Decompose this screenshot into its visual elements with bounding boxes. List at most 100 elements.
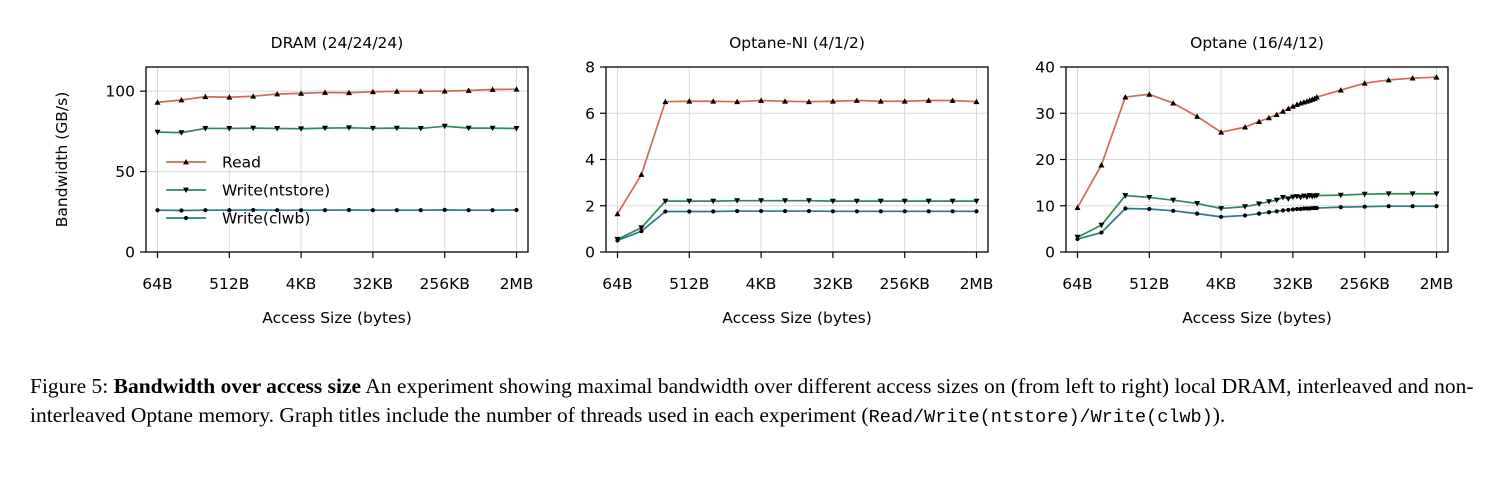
data-point xyxy=(662,198,669,205)
data-point xyxy=(1285,105,1292,112)
data-point xyxy=(973,198,980,205)
data-point xyxy=(1279,195,1286,201)
data-point xyxy=(369,125,376,132)
data-point xyxy=(1385,76,1392,83)
data-point xyxy=(1297,195,1304,201)
data-point xyxy=(1170,197,1177,204)
data-point xyxy=(203,208,208,213)
data-point xyxy=(1314,205,1319,211)
x-tick-label: 2MB xyxy=(1420,275,1454,293)
data-point xyxy=(513,126,520,132)
data-point xyxy=(227,208,232,213)
x-tick-label: 4KB xyxy=(746,275,777,293)
data-point xyxy=(1147,206,1152,212)
data-point xyxy=(274,91,281,97)
data-point xyxy=(1289,194,1296,200)
data-point xyxy=(686,198,693,205)
data-point xyxy=(1273,111,1280,118)
series-line xyxy=(1077,192,1437,238)
data-point xyxy=(1170,100,1177,106)
figure-caption: Figure 5: Bandwidth over access size An … xyxy=(30,372,1478,432)
legend-marker xyxy=(183,159,189,165)
series-read xyxy=(614,97,980,217)
x-tick-label: 32KB xyxy=(1273,275,1314,293)
data-point xyxy=(1266,210,1272,215)
series-line xyxy=(157,88,517,104)
data-point xyxy=(877,198,884,205)
data-point xyxy=(418,208,423,213)
data-point xyxy=(1298,206,1303,212)
data-point xyxy=(854,209,859,214)
data-point xyxy=(417,126,424,132)
data-point xyxy=(1279,108,1286,114)
caption-code: Read/Write(ntstore)/Write(clwb) xyxy=(868,407,1213,428)
data-point xyxy=(489,86,496,92)
data-point xyxy=(638,171,645,177)
data-point xyxy=(489,125,496,132)
data-point xyxy=(830,209,836,214)
data-point xyxy=(1338,205,1343,210)
legend: Read Write(ntstore) Write(clwb) xyxy=(166,154,330,228)
chart-panel-2: 64B 512B 4KB 32KB 256KB 2MB 0 2 4 6 8 Optane-NI (4/… xyxy=(585,34,993,327)
data-point xyxy=(179,208,184,213)
data-point xyxy=(345,89,352,96)
data-point xyxy=(950,209,955,214)
series-read xyxy=(154,86,520,105)
data-point xyxy=(925,198,932,205)
data-point xyxy=(1433,191,1440,197)
data-point xyxy=(853,97,860,103)
data-point xyxy=(639,229,644,234)
data-point xyxy=(322,89,329,95)
data-point xyxy=(614,210,621,217)
series-line xyxy=(617,199,977,241)
data-point xyxy=(687,209,692,214)
data-point xyxy=(1361,80,1368,86)
y-tick-label: 4 xyxy=(585,151,595,169)
data-point xyxy=(974,209,979,214)
data-point xyxy=(1273,197,1280,204)
caption-end: ). xyxy=(1212,403,1226,427)
y-tick-label: 8 xyxy=(585,59,595,77)
data-point xyxy=(734,98,741,105)
data-point xyxy=(1386,204,1391,209)
x-tick-label: 512B xyxy=(669,275,709,293)
y-tick-label: 100 xyxy=(105,83,135,101)
data-point xyxy=(686,98,693,104)
data-point xyxy=(662,98,669,105)
data-point xyxy=(710,198,717,205)
x-axis-label: Access Size (bytes) xyxy=(262,309,412,327)
data-point xyxy=(441,88,448,94)
data-point xyxy=(154,99,161,105)
data-point xyxy=(1194,113,1201,119)
data-point xyxy=(1122,193,1129,199)
data-point xyxy=(829,198,836,205)
data-point xyxy=(1218,214,1224,219)
data-point xyxy=(465,87,472,93)
x-axis-label: Access Size (bytes) xyxy=(1182,309,1332,327)
x-tick-label: 2MB xyxy=(500,275,534,293)
y-tick-label: 2 xyxy=(585,197,595,215)
data-point xyxy=(1218,129,1225,135)
data-point xyxy=(513,86,520,92)
data-point xyxy=(417,88,424,94)
data-point xyxy=(638,225,645,231)
data-point xyxy=(829,98,836,104)
series-line xyxy=(1077,205,1437,240)
data-point xyxy=(1313,193,1320,199)
data-point xyxy=(1194,201,1201,207)
x-axis-label: Access Size (bytes) xyxy=(722,309,872,327)
y-tick-label: 30 xyxy=(1035,105,1055,123)
data-point xyxy=(250,125,257,132)
data-point xyxy=(758,198,765,204)
data-point xyxy=(465,125,472,132)
data-point xyxy=(393,88,400,94)
data-point xyxy=(178,96,185,103)
data-point xyxy=(901,198,908,205)
data-point xyxy=(1242,213,1248,218)
chart-panel-1: 64B 512B 4KB 32KB 256KB 2MB 0 50 100 DRAM (24/24/… xyxy=(53,34,533,327)
data-point xyxy=(1293,101,1300,107)
data-point xyxy=(925,97,932,103)
data-point xyxy=(901,98,908,104)
data-point xyxy=(466,208,471,213)
